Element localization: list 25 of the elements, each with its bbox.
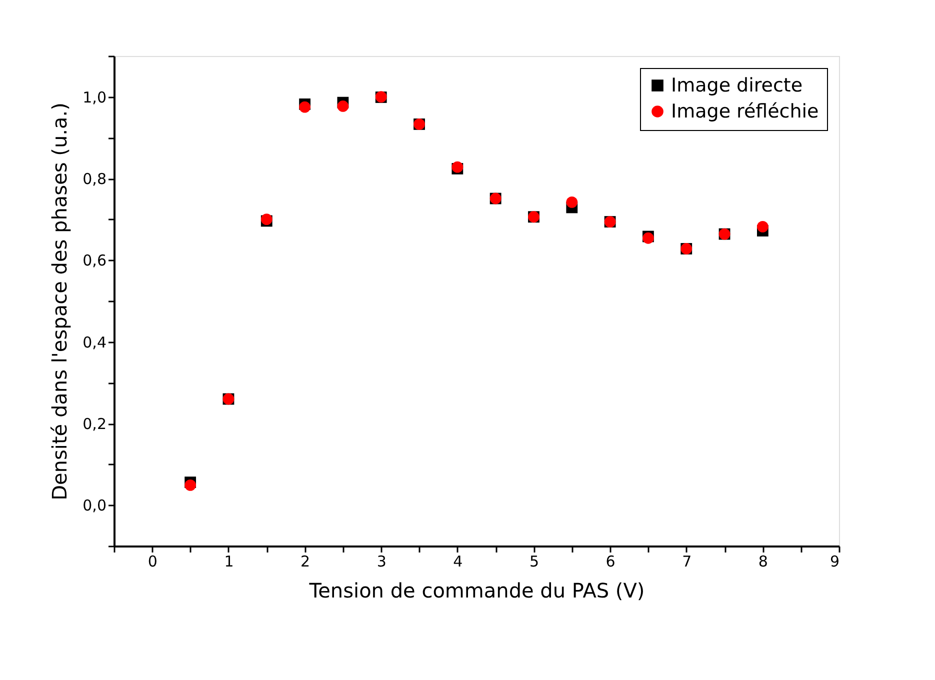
- x-tick-label: 3: [376, 552, 386, 570]
- x-tick-label: 1: [224, 552, 234, 570]
- y-tick-label: 0,8: [82, 170, 106, 188]
- x-tick-label: 8: [758, 552, 768, 570]
- y-tick-label: 0,0: [82, 496, 106, 515]
- point: [337, 100, 349, 112]
- y-axis-title: Densité dans l'espace des phases (u.a.): [48, 102, 72, 500]
- y-tick-label: 0,2: [82, 415, 106, 433]
- x-tick-label: 2: [300, 552, 310, 570]
- y-tick-label: 0,4: [82, 333, 106, 352]
- point: [756, 220, 768, 232]
- x-axis-title: Tension de commande du PAS (V): [308, 578, 645, 602]
- y-tick-label: 0,6: [82, 252, 106, 270]
- y-tick-label: 1,0: [82, 88, 106, 106]
- point: [299, 101, 310, 113]
- point: [184, 479, 196, 491]
- x-tick-label: 0: [148, 552, 158, 570]
- legend-label: Image directe: [671, 74, 803, 96]
- legend-label: Image réfléchie: [671, 100, 819, 122]
- x-tick-label: 9: [830, 552, 840, 570]
- x-tick-label: 6: [606, 552, 616, 570]
- x-tick-label: 7: [682, 552, 692, 570]
- x-tick-label: 4: [453, 552, 463, 570]
- point: [566, 196, 578, 208]
- x-tick-label: 5: [529, 552, 540, 570]
